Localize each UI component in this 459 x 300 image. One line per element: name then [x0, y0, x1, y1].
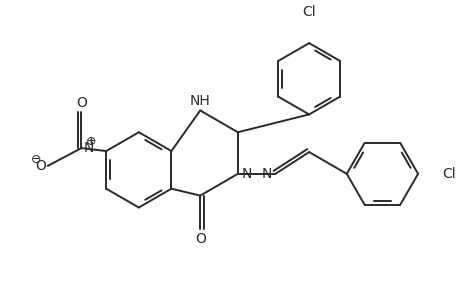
Text: Cl: Cl: [441, 167, 454, 181]
Text: O: O: [35, 159, 45, 173]
Text: O: O: [76, 97, 87, 110]
Text: ⊖: ⊖: [30, 154, 41, 166]
Text: O: O: [194, 232, 205, 246]
Text: ⊕: ⊕: [86, 135, 96, 148]
Text: Cl: Cl: [302, 5, 315, 20]
Text: N: N: [261, 167, 271, 181]
Text: N: N: [241, 167, 252, 181]
Text: NH: NH: [190, 94, 210, 109]
Text: +: +: [86, 136, 96, 146]
Text: N: N: [83, 141, 94, 155]
